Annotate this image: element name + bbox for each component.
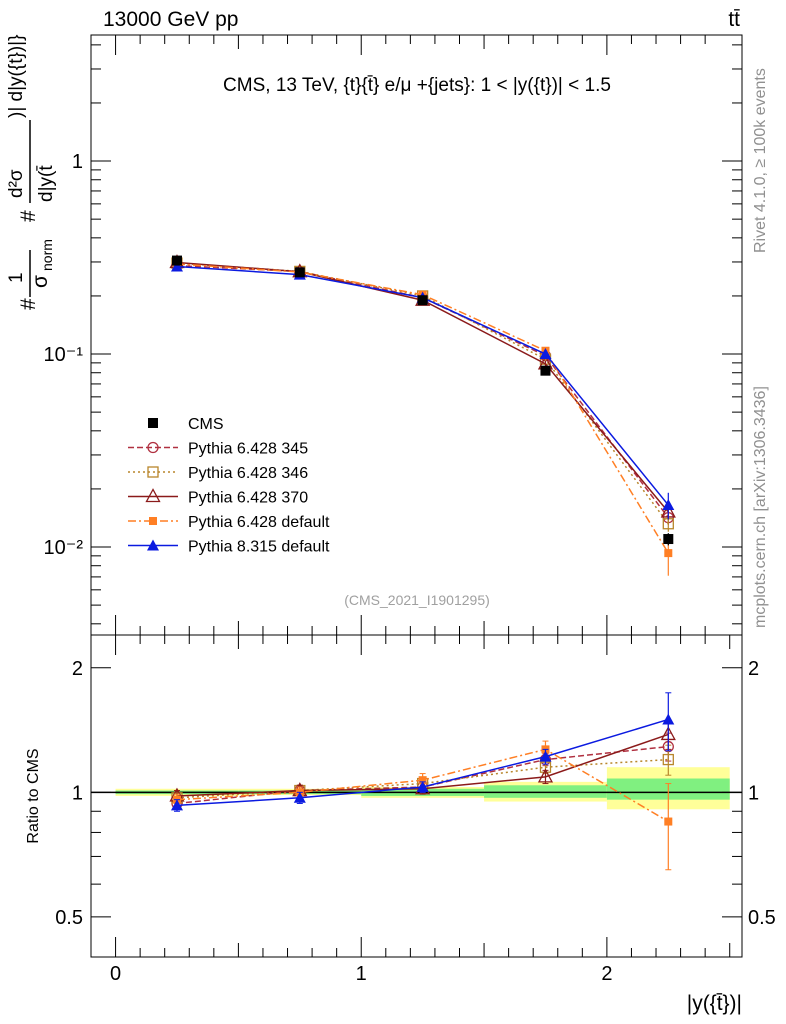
ratio-point	[662, 753, 674, 766]
y-title-rest: )| d|y({t})|}	[6, 35, 27, 118]
legend-marker	[149, 517, 157, 525]
y-title-hash1: #	[17, 298, 40, 310]
y-title-hash2: #	[17, 210, 40, 222]
legend-label: Pythia 6.428 346	[188, 465, 308, 482]
main-panel-frame	[90, 34, 743, 636]
energy-label: 13000 GeV pp	[103, 8, 238, 31]
legend-label: Pythia 8.315 default	[188, 539, 330, 556]
ratio-point	[539, 750, 552, 762]
data-point	[294, 267, 305, 278]
rivet-label: Rivet 4.1.0, ≥ 100k events	[752, 68, 769, 253]
data-point	[663, 534, 674, 545]
data-point	[170, 260, 183, 272]
y-tick-label: 10⁻²	[44, 537, 84, 559]
ratio-point	[662, 713, 675, 725]
data-point	[662, 499, 675, 511]
y-title-denominator: d|y(t̄	[36, 165, 57, 202]
data-point	[171, 255, 182, 266]
process-label: tt̄	[728, 8, 740, 31]
main-title: CMS, 13 TeV, {t}{t̄} e/μ +{jets}: 1 < |y…	[223, 75, 611, 96]
ratio-axes: 0.5 0.5 1 1 2 2 0 1 2	[55, 635, 776, 985]
x-tick-label: 2	[601, 963, 612, 985]
legend-marker	[145, 488, 161, 503]
ratio-point	[418, 776, 427, 785]
watermark: (CMS_2021_I1901295)	[344, 592, 490, 608]
data-point	[664, 549, 673, 558]
legend-label: Pythia 6.428 default	[188, 514, 330, 531]
data-point	[417, 295, 428, 306]
uncertainty-band-inner	[484, 785, 607, 798]
ratio-y-tick-label-right: 1	[748, 782, 759, 804]
legend-label: Pythia 6.428 370	[188, 490, 308, 507]
legend-marker	[147, 466, 159, 478]
legend-marker	[147, 539, 159, 551]
ratio-series-layer	[169, 692, 676, 871]
x-axis-title: |y({t̄})|	[687, 992, 742, 1015]
y-tick-label: 10⁻¹	[44, 344, 84, 366]
data-point	[539, 348, 552, 360]
mcplots-label: mcplots.cern.ch [arXiv:1306.3436]	[752, 386, 769, 628]
ratio-y-tick-label: 0.5	[55, 907, 83, 929]
ratio-y-tick-label: 2	[72, 658, 83, 680]
ratio-point	[416, 781, 429, 793]
data-point	[540, 365, 551, 376]
ratio-panel-frame	[90, 634, 743, 958]
ratio-y-tick-label-right: 2	[748, 658, 759, 680]
y-axis-title: # 1 σ norm # d²σ d|y(t̄ )| d|y({t})|}	[6, 35, 57, 310]
x-tick-label: 0	[110, 963, 121, 985]
y-tick-label: 1	[72, 151, 83, 173]
y-title-d2sigma: d²σ	[6, 169, 27, 198]
ratio-point	[170, 799, 183, 811]
x-tick-label: 1	[356, 963, 367, 985]
main-series-layer	[169, 254, 676, 576]
legend: CMS Pythia 6.428 345 Pythia 6.428 346 Pythi…	[128, 416, 330, 556]
y-title-sigma: σ	[29, 275, 52, 288]
ratio-point	[664, 817, 673, 826]
ratio-y-tick-label-right: 0.5	[748, 907, 776, 929]
ratio-y-title: Ratio to CMS	[25, 748, 42, 843]
y-title-one: 1	[6, 272, 27, 283]
y-title-norm: norm	[39, 239, 55, 271]
ratio-point	[537, 768, 554, 783]
main-axes: 1 10⁻¹ 10⁻²	[44, 35, 742, 635]
ratio-point	[293, 791, 306, 803]
legend-label: Pythia 6.428 345	[188, 441, 308, 458]
ratio-y-tick-label: 1	[72, 782, 83, 804]
legend-marker	[147, 441, 159, 454]
legend-label: CMS	[188, 416, 224, 433]
legend-marker	[148, 418, 158, 428]
